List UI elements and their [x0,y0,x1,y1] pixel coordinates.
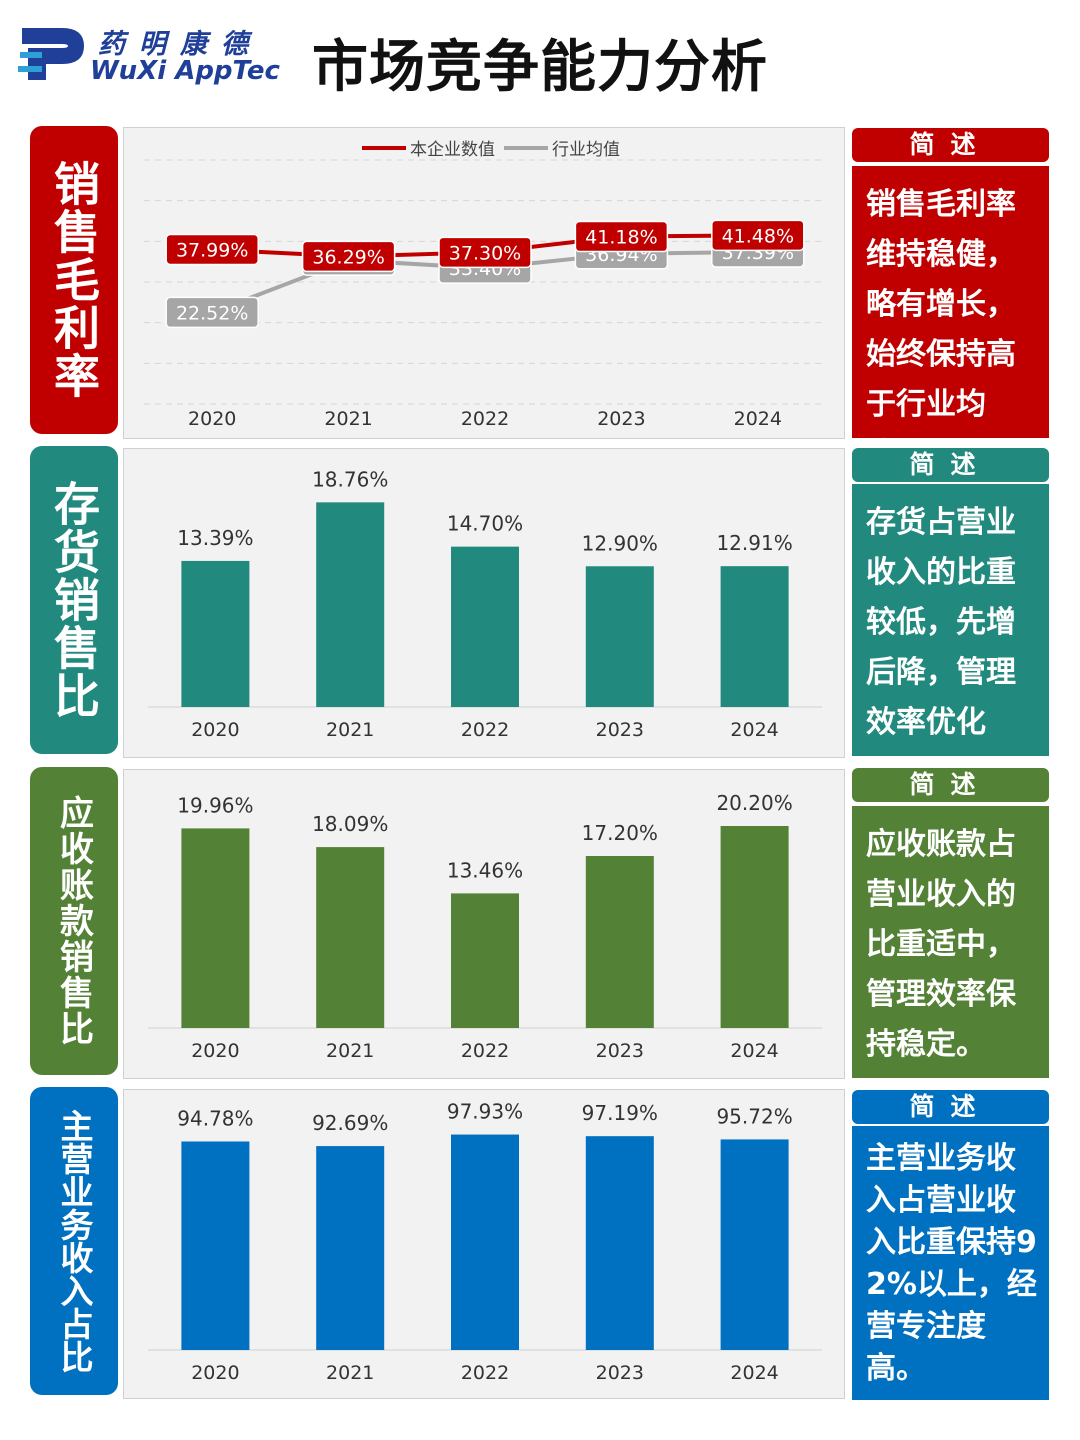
summary-text: 主营业务收入占营业收入比重保持92%以上，经营专注度高。 [852,1126,1049,1400]
gross-margin-svg: 本企业数值行业均值22.52%35.37%33.40%36.94%37.39%3… [144,140,826,430]
company-logo: 药明康德 WuXi AppTec [18,22,288,92]
main-revenue-share-svg: 94.78% 2020 92.69% 2021 97.93% 2022 97.19% 2023… [148,1100,822,1384]
data-label: 97.19% [582,1101,658,1125]
x-tick-label: 2023 [596,1040,644,1062]
summary-header: 简述 [852,768,1049,802]
section-label: 应收账款销售比 [30,767,118,1075]
data-label-box [438,236,532,269]
x-tick-label: 2023 [597,408,645,430]
bar [181,560,250,707]
x-tick-label: 2024 [730,1040,778,1062]
bar [451,1134,519,1350]
bar [720,1139,789,1350]
x-tick-label: 2020 [191,719,239,741]
logo-english-name: WuXi AppTec [90,56,280,86]
x-tick-label: 2020 [191,1040,239,1062]
data-label: 13.39% [177,526,253,550]
inventory-sales-chart: 13.39% 2020 18.76% 2021 14.70% 2022 12.90% 2023… [123,448,845,758]
data-label: 14.70% [447,512,523,536]
main-revenue-share-chart: 94.78% 2020 92.69% 2021 97.93% 2022 97.19% 2023… [123,1089,845,1399]
header: 药明康德 WuXi AppTec 市场竞争能力分析 [0,0,1080,120]
x-tick-label: 2021 [324,408,372,430]
data-label: 97.93% [447,1100,523,1124]
data-label-box [165,296,259,329]
x-tick-label: 2024 [730,719,778,741]
legend-label: 本企业数值 [410,140,495,160]
bar [720,826,789,1028]
receivables-sales-svg: 19.96% 2020 18.09% 2021 13.46% 2022 17.20% 2023… [148,791,822,1062]
data-label: 18.09% [312,812,388,836]
data-label: 12.91% [716,531,792,555]
summary-header: 简述 [852,1090,1049,1124]
bar [181,1141,250,1350]
bar [720,566,789,707]
inventory-sales-svg: 13.39% 2020 18.76% 2021 14.70% 2022 12.90% 2023… [148,467,822,741]
data-label: 92.69% [312,1111,388,1135]
summary-header: 简述 [852,128,1049,162]
summary-text: 存货占营业收入的比重较低，先增后降，管理效率优化中。 [852,484,1049,790]
data-label: 41.18% [585,227,657,249]
data-label-box [165,233,259,266]
bar [316,847,385,1028]
summary-text: 销售毛利率维持稳健，略有增长，始终保持高于行业均值。 [852,166,1049,472]
bar [316,502,385,707]
bar [316,1146,385,1350]
page-title: 市场竞争能力分析 [312,35,768,100]
x-tick-label: 2023 [596,1362,644,1384]
data-label-box [574,220,669,253]
section-label: 主营业务收入占比 [30,1087,118,1395]
data-label: 17.20% [582,821,658,845]
x-tick-label: 2024 [734,408,782,430]
section-label: 存货销售比 [30,446,118,754]
data-label: 19.96% [177,793,253,817]
data-label: 20.20% [716,791,792,815]
logo-mark-icon [18,28,84,80]
data-label: 12.90% [582,531,658,555]
data-label-box [301,240,396,273]
data-label: 37.99% [176,240,248,262]
x-tick-label: 2022 [461,1040,509,1062]
data-label: 94.78% [177,1106,253,1130]
legend-label: 行业均值 [552,140,620,160]
receivables-sales-chart: 19.96% 2020 18.09% 2021 13.46% 2022 17.20% 2023… [123,769,845,1079]
x-tick-label: 2023 [596,719,644,741]
section-label: 销售毛利率 [30,126,118,434]
logo-chinese-name: 药明康德 [98,29,262,60]
data-label: 95.72% [716,1104,792,1128]
bar [585,1136,654,1350]
data-label-box [711,219,805,252]
x-tick-label: 2021 [326,1362,374,1384]
x-tick-label: 2022 [461,408,509,430]
data-label: 18.76% [312,467,388,491]
data-label: 36.29% [312,246,384,268]
data-label: 41.48% [722,225,794,247]
data-label: 13.46% [447,858,523,882]
bar [585,566,654,707]
x-tick-label: 2020 [191,1362,239,1384]
x-tick-label: 2021 [326,719,374,741]
x-tick-label: 2021 [326,1040,374,1062]
x-tick-label: 2024 [730,1362,778,1384]
gross-margin-chart: 本企业数值行业均值22.52%35.37%33.40%36.94%37.39%3… [123,127,845,439]
summary-header: 简述 [852,448,1049,482]
bar [585,856,654,1028]
bar [451,546,519,707]
x-tick-label: 2020 [188,408,236,430]
x-tick-label: 2022 [461,719,509,741]
summary-text: 应收账款占营业收入的比重适中，管理效率保持稳定。 [852,806,1049,1078]
data-label: 22.52% [176,302,248,324]
bar [451,893,519,1028]
x-tick-label: 2022 [461,1362,509,1384]
bar [181,828,250,1028]
data-label: 37.30% [449,242,521,264]
